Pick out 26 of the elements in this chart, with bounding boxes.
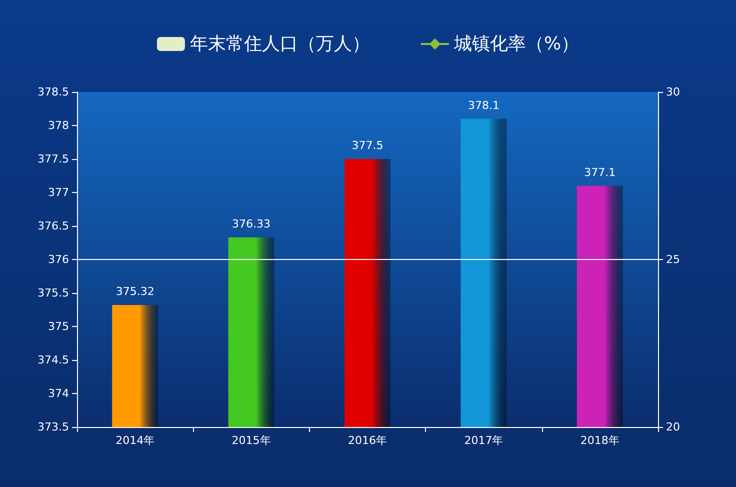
legend-label: 城镇化率（%） (452, 34, 580, 54)
data-label: 377.1 (584, 166, 616, 179)
x-tick-label: 2014年 (116, 434, 155, 447)
y-tick-label: 377 (48, 186, 69, 199)
x-tick-label: 2016年 (348, 434, 387, 447)
y2-tick-label: 30 (666, 86, 680, 98)
data-label: 377.5 (352, 139, 384, 152)
y-tick-label: 375.5 (38, 286, 69, 300)
y-tick-label: 375 (48, 320, 69, 333)
data-label: 376.33 (232, 217, 271, 230)
legend-label: 年末常住人口（万人） (190, 34, 370, 54)
y2-tick-label: 25 (666, 253, 680, 266)
y-tick-label: 374 (48, 387, 69, 400)
x-tick-label: 2018年 (580, 434, 620, 447)
y-tick-label: 378.5 (38, 86, 69, 98)
y-tick-label: 377.5 (38, 152, 69, 166)
y-tick-label: 378 (48, 119, 69, 132)
y2-tick-label: 20 (666, 420, 680, 434)
y-tick-label: 374.5 (38, 354, 69, 366)
data-label: 375.32 (116, 285, 154, 298)
x-tick-label: 2015年 (232, 434, 271, 447)
y-tick-label: 376 (48, 253, 69, 266)
data-label: 378.1 (468, 98, 500, 112)
x-tick-label: 2017年 (464, 434, 504, 447)
y-tick-label: 373.5 (38, 420, 69, 434)
y-tick-label: 376.5 (38, 220, 69, 232)
